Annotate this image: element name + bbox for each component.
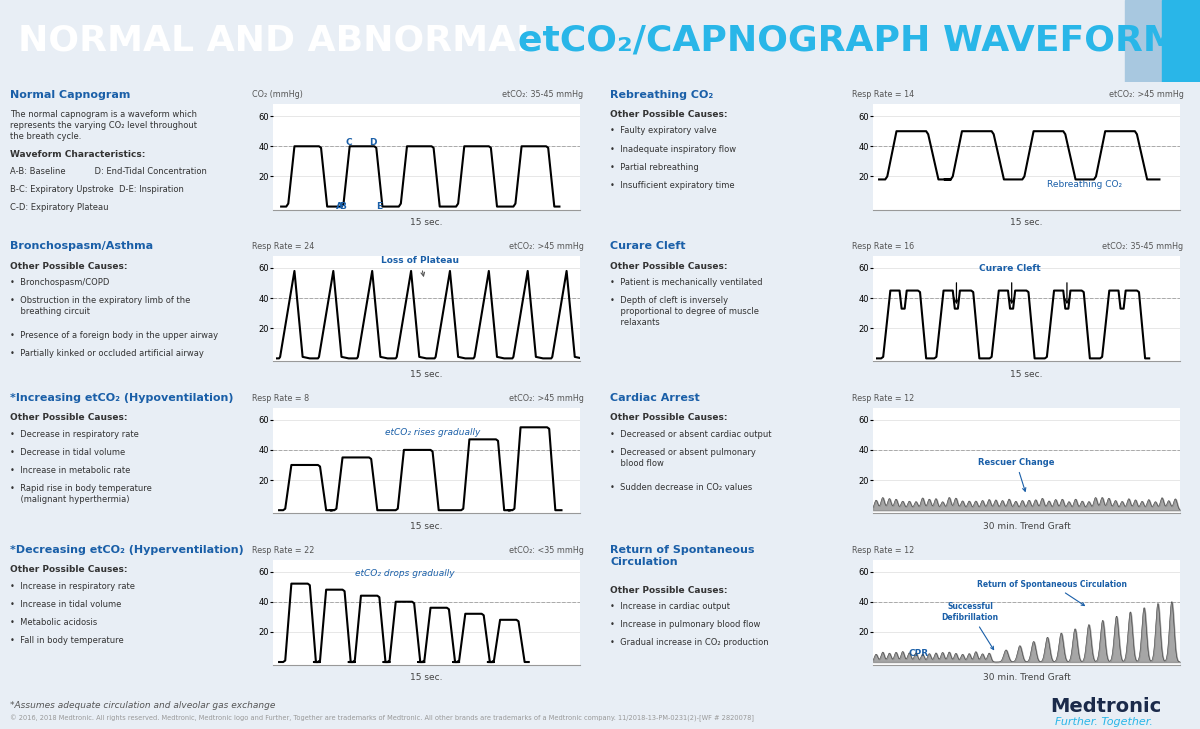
Text: Other Possible Causes:: Other Possible Causes: <box>611 262 728 270</box>
Text: •  Faulty expiratory valve: • Faulty expiratory valve <box>611 127 718 136</box>
Text: •  Decreased or absent pulmonary
    blood flow: • Decreased or absent pulmonary blood fl… <box>611 448 756 468</box>
Text: etCO₂: <35 mmHg: etCO₂: <35 mmHg <box>509 546 583 555</box>
Text: •  Gradual increase in CO₂ production: • Gradual increase in CO₂ production <box>611 639 769 647</box>
Text: •  Presence of a foreign body in the upper airway: • Presence of a foreign body in the uppe… <box>11 331 218 340</box>
Text: Waveform Characteristics:: Waveform Characteristics: <box>11 150 146 160</box>
Text: Other Possible Causes:: Other Possible Causes: <box>611 110 728 119</box>
Text: NORMAL AND ABNORMAL: NORMAL AND ABNORMAL <box>18 24 552 58</box>
Text: •  Decrease in tidal volume: • Decrease in tidal volume <box>11 448 126 457</box>
Text: •  Increase in respiratory rate: • Increase in respiratory rate <box>11 582 136 591</box>
Text: •  Partially kinked or occluded artificial airway: • Partially kinked or occluded artificia… <box>11 349 204 358</box>
Text: 15 sec.: 15 sec. <box>410 370 443 379</box>
Text: •  Decrease in respiratory rate: • Decrease in respiratory rate <box>11 430 139 439</box>
Text: Resp Rate = 8: Resp Rate = 8 <box>252 394 308 403</box>
Text: 15 sec.: 15 sec. <box>410 522 443 531</box>
Text: Other Possible Causes:: Other Possible Causes: <box>11 413 128 423</box>
Text: 30 min. Trend Graft: 30 min. Trend Graft <box>983 522 1070 531</box>
Text: •  Sudden decrease in CO₂ values: • Sudden decrease in CO₂ values <box>611 483 752 492</box>
Text: *Increasing etCO₂ (Hypoventilation): *Increasing etCO₂ (Hypoventilation) <box>11 393 234 403</box>
Text: Resp Rate = 16: Resp Rate = 16 <box>852 242 914 252</box>
Text: A: A <box>336 202 342 211</box>
Text: etCO₂: 35-45 mmHg: etCO₂: 35-45 mmHg <box>1103 242 1183 252</box>
Text: etCO₂: >45 mmHg: etCO₂: >45 mmHg <box>509 242 583 252</box>
Bar <box>1126 0 1162 82</box>
Text: © 2016, 2018 Medtronic. All rights reserved. Medtronic, Medtronic logo and Furth: © 2016, 2018 Medtronic. All rights reser… <box>10 715 754 722</box>
Text: The normal capnogram is a waveform which
represents the varying CO₂ level throug: The normal capnogram is a waveform which… <box>11 110 198 141</box>
Text: 30 min. Trend Graft: 30 min. Trend Graft <box>983 674 1070 682</box>
Text: Rebreathing CO₂: Rebreathing CO₂ <box>1046 180 1122 189</box>
Text: Other Possible Causes:: Other Possible Causes: <box>611 413 728 423</box>
Text: Return of Spontaneous Circulation: Return of Spontaneous Circulation <box>977 580 1127 606</box>
Text: •  Fall in body temperature: • Fall in body temperature <box>11 636 125 645</box>
Text: •  Patient is mechanically ventilated: • Patient is mechanically ventilated <box>611 278 763 287</box>
Text: etCO₂ drops gradually: etCO₂ drops gradually <box>355 569 455 578</box>
Text: •  Inadequate inspiratory flow: • Inadequate inspiratory flow <box>611 144 737 154</box>
Text: etCO₂: >45 mmHg: etCO₂: >45 mmHg <box>509 394 583 403</box>
Text: C-D: Expiratory Plateau: C-D: Expiratory Plateau <box>11 203 109 212</box>
Text: Return of Spontaneous
Circulation: Return of Spontaneous Circulation <box>611 545 755 566</box>
Text: •  Obstruction in the expiratory limb of the
    breathing circuit: • Obstruction in the expiratory limb of … <box>11 297 191 316</box>
Text: 15 sec.: 15 sec. <box>410 218 443 227</box>
Text: •  Increase in cardiac output: • Increase in cardiac output <box>611 602 731 611</box>
Text: Resp Rate = 12: Resp Rate = 12 <box>852 546 914 555</box>
Text: 15 sec.: 15 sec. <box>1010 370 1043 379</box>
Text: etCO₂: >45 mmHg: etCO₂: >45 mmHg <box>1109 90 1183 99</box>
Text: Medtronic: Medtronic <box>1050 697 1162 716</box>
Text: Normal Capnogram: Normal Capnogram <box>11 90 131 100</box>
Text: •  Bronchospasm/COPD: • Bronchospasm/COPD <box>11 278 110 287</box>
Text: 15 sec.: 15 sec. <box>410 674 443 682</box>
Text: etCO₂ rises gradually: etCO₂ rises gradually <box>385 428 481 437</box>
Text: •  Partial rebreathing: • Partial rebreathing <box>611 163 700 171</box>
Text: etCO₂/CAPNOGRAPH WAVEFORMS: etCO₂/CAPNOGRAPH WAVEFORMS <box>518 24 1200 58</box>
Text: 15 sec.: 15 sec. <box>1010 218 1043 227</box>
Text: etCO₂: 35-45 mmHg: etCO₂: 35-45 mmHg <box>503 90 583 99</box>
Text: Resp Rate = 22: Resp Rate = 22 <box>252 546 314 555</box>
Text: Loss of Plateau: Loss of Plateau <box>382 257 460 276</box>
Text: •  Insufficient expiratory time: • Insufficient expiratory time <box>611 181 736 190</box>
Text: A-B: Baseline           D: End-Tidal Concentration: A-B: Baseline D: End-Tidal Concentration <box>11 167 208 176</box>
Text: Cardiac Arrest: Cardiac Arrest <box>611 393 701 403</box>
Bar <box>1162 0 1200 82</box>
Text: Further. Together.: Further. Together. <box>1055 717 1153 727</box>
Text: Rescuer Change: Rescuer Change <box>978 458 1055 491</box>
Text: Bronchospasm/Asthma: Bronchospasm/Asthma <box>11 241 154 252</box>
Text: CPR: CPR <box>908 649 929 658</box>
Text: •  Rapid rise in body temperature
    (malignant hyperthermia): • Rapid rise in body temperature (malign… <box>11 484 152 504</box>
Text: •  Increase in metabolic rate: • Increase in metabolic rate <box>11 467 131 475</box>
Text: •  Increase in pulmonary blood flow: • Increase in pulmonary blood flow <box>611 620 761 629</box>
Text: Resp Rate = 24: Resp Rate = 24 <box>252 242 314 252</box>
Text: Other Possible Causes:: Other Possible Causes: <box>611 585 728 595</box>
Text: *Assumes adequate circulation and alveolar gas exchange: *Assumes adequate circulation and alveol… <box>10 701 275 710</box>
Text: Resp Rate = 12: Resp Rate = 12 <box>852 394 914 403</box>
Text: E: E <box>377 202 383 211</box>
Text: Rebreathing CO₂: Rebreathing CO₂ <box>611 90 714 100</box>
Text: D: D <box>370 138 377 147</box>
Text: B-C: Expiratory Upstroke  D-E: Inspiration: B-C: Expiratory Upstroke D-E: Inspiratio… <box>11 185 185 194</box>
Text: •  Decreased or absent cardiac output: • Decreased or absent cardiac output <box>611 430 772 439</box>
Text: *Decreasing etCO₂ (Hyperventilation): *Decreasing etCO₂ (Hyperventilation) <box>11 545 245 555</box>
Text: B: B <box>340 202 346 211</box>
Text: Other Possible Causes:: Other Possible Causes: <box>11 565 128 574</box>
Text: Resp Rate = 14: Resp Rate = 14 <box>852 90 914 99</box>
Text: C: C <box>346 138 353 147</box>
Text: Curare Cleft: Curare Cleft <box>611 241 686 252</box>
Text: Other Possible Causes:: Other Possible Causes: <box>11 262 128 270</box>
Text: Successful
Defibrillation: Successful Defibrillation <box>942 602 998 650</box>
Text: •  Depth of cleft is inversely
    proportional to degree of muscle
    relaxant: • Depth of cleft is inversely proportion… <box>611 297 760 327</box>
Text: Curare Cleft: Curare Cleft <box>979 264 1042 273</box>
Text: CO₂ (mmHg): CO₂ (mmHg) <box>252 90 302 99</box>
Text: •  Increase in tidal volume: • Increase in tidal volume <box>11 600 122 609</box>
Text: •  Metabolic acidosis: • Metabolic acidosis <box>11 618 97 627</box>
